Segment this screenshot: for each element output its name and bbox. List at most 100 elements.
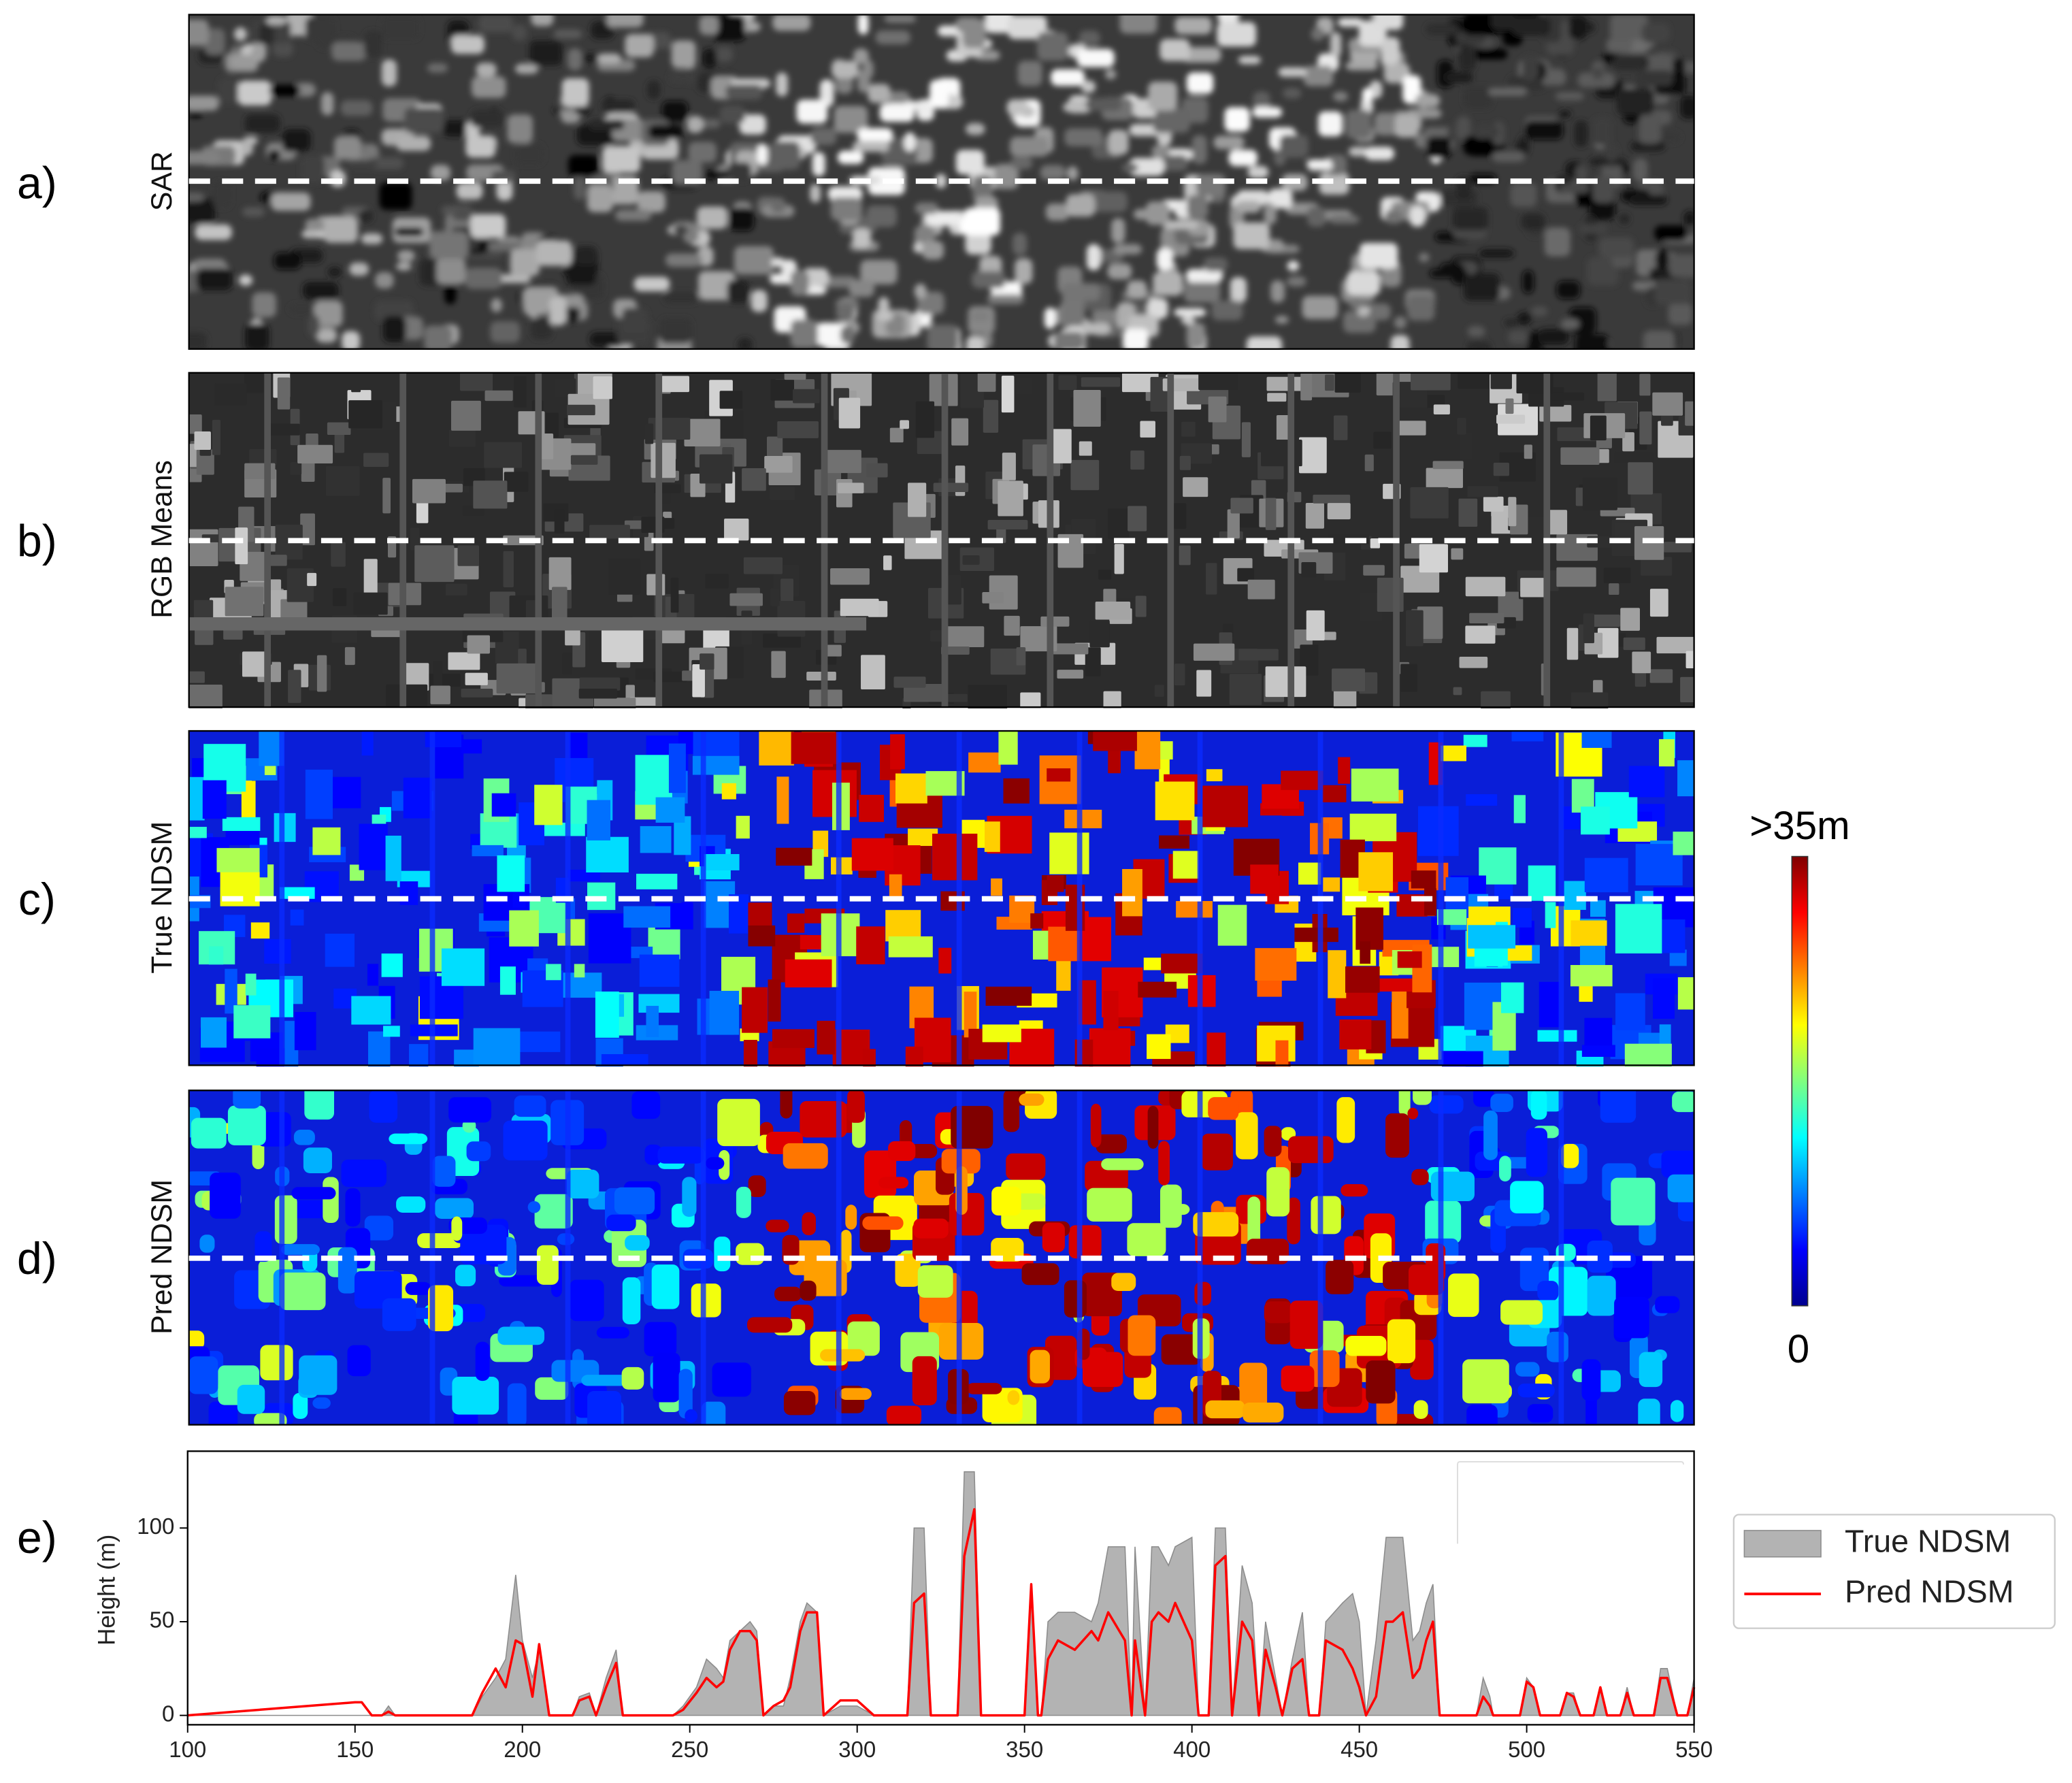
image-texture-cell: [375, 272, 394, 289]
image-texture-cell: [1603, 568, 1631, 583]
image-texture-cell: [1468, 925, 1516, 949]
image-texture-cell: [743, 557, 783, 574]
image-texture-cell: [962, 19, 986, 48]
image-texture-cell: [510, 248, 540, 276]
image-texture-cell: [1493, 462, 1509, 476]
image-texture-cell: [644, 1322, 677, 1357]
image-texture-cell: [1640, 557, 1673, 576]
image-texture-cell: [1546, 510, 1568, 535]
image-texture-cell: [567, 404, 595, 416]
image-texture-cell: [1409, 1264, 1445, 1295]
panel-label: Pred NDSM: [146, 1179, 178, 1335]
image-texture-cell: [1359, 242, 1398, 269]
image-texture-cell: [201, 1017, 227, 1048]
image-texture-cell: [1405, 610, 1424, 647]
image-texture-cell: [1632, 651, 1651, 674]
image-texture-cell: [1153, 1407, 1182, 1425]
image-texture-cell: [700, 653, 714, 670]
image-texture-cell: [504, 472, 529, 492]
image-texture-cell: [1278, 67, 1307, 78]
image-texture-cell: [1237, 568, 1255, 582]
image-texture-cell: [1205, 1400, 1245, 1419]
image-texture-cell: [1129, 124, 1161, 137]
image-texture-cell: [889, 874, 902, 900]
image-texture-cell: [367, 964, 379, 986]
image-texture-cell: [1174, 16, 1212, 35]
image-texture-cell: [461, 739, 482, 754]
image-texture-cell: [981, 331, 993, 349]
image-texture-cell: [581, 1375, 628, 1386]
image-texture-cell: [853, 48, 869, 65]
image-texture-cell: [852, 141, 889, 152]
image-texture-cell: [647, 80, 661, 99]
image-texture-cell: [1062, 283, 1100, 301]
image-texture-cell: [1639, 1352, 1663, 1388]
image-texture-cell: [1390, 335, 1410, 349]
image-texture-cell: [736, 1243, 764, 1265]
image-texture-cell: [757, 144, 768, 165]
image-texture-cell: [290, 909, 304, 926]
image-texture-cell: [1191, 135, 1207, 165]
image-texture-cell: [242, 651, 268, 677]
image-texture-cell: [800, 935, 825, 950]
image-texture-cell: [1375, 978, 1415, 992]
image-texture-cell: [514, 376, 527, 408]
legend-swatch: [1743, 1530, 1822, 1558]
image-texture-cell: [614, 209, 652, 221]
image-texture-cell: [1138, 981, 1177, 998]
image-texture-cell: [1462, 1359, 1509, 1404]
image-texture-cell: [1483, 496, 1504, 512]
image-texture-cell: [982, 591, 1004, 604]
image-texture-cell: [1089, 191, 1128, 212]
image-texture-cell: [930, 80, 949, 108]
image-texture-cell: [575, 246, 597, 265]
image-texture-cell: [1103, 991, 1119, 1030]
image-texture-cell: [1019, 1093, 1045, 1106]
image-texture-cell: [845, 1205, 857, 1230]
image-texture-cell: [1015, 377, 1033, 395]
image-texture-cell: [562, 653, 572, 674]
image-texture-cell: [915, 202, 939, 214]
image-texture-cell: [1628, 766, 1665, 798]
image-texture-cell: [254, 1413, 287, 1425]
image-texture-cell: [1400, 664, 1417, 692]
image-texture-cell: [325, 465, 360, 496]
image-texture-cell: [235, 527, 248, 565]
image-texture-cell: [1040, 165, 1066, 180]
image-texture-cell: [1147, 1106, 1159, 1149]
image-texture-cell: [208, 946, 224, 965]
x-tick-label: 300: [838, 1737, 876, 1762]
image-street: [1167, 372, 1174, 708]
image-texture-cell: [729, 208, 755, 231]
image-texture-cell: [361, 731, 374, 756]
image-texture-cell: [1264, 203, 1277, 225]
image-texture-cell: [1545, 902, 1556, 928]
image-texture-cell: [1347, 271, 1381, 295]
image-street: [1438, 1090, 1444, 1425]
image-texture-cell: [742, 468, 766, 491]
image-texture-cell: [776, 72, 788, 97]
image-texture-cell: [987, 520, 1028, 529]
image-texture-cell: [1301, 561, 1317, 578]
image-texture-cell: [1441, 1051, 1483, 1067]
image-texture-cell: [1119, 14, 1157, 34]
image-texture-cell: [1090, 1103, 1102, 1147]
image-texture-cell: [289, 304, 315, 314]
image-texture-cell: [188, 332, 208, 349]
image-texture-cell: [1334, 372, 1361, 393]
image-texture-cell: [574, 964, 585, 978]
image-texture-cell: [1328, 950, 1347, 998]
image-texture-cell: [796, 99, 827, 124]
image-texture-cell: [325, 933, 355, 967]
image-street: [1076, 731, 1083, 1066]
image-texture-cell: [1685, 651, 1694, 669]
image-texture-cell: [678, 1369, 693, 1419]
image-texture-cell: [1267, 393, 1287, 402]
image-texture-cell: [1051, 429, 1072, 463]
pred-ndsm-line: [187, 1508, 1696, 1717]
image-texture-cell: [1089, 1028, 1131, 1067]
image-texture-cell: [272, 41, 293, 57]
panel-letter: a): [17, 157, 57, 208]
image-texture-cell: [659, 318, 692, 344]
image-texture-cell: [1345, 966, 1380, 993]
